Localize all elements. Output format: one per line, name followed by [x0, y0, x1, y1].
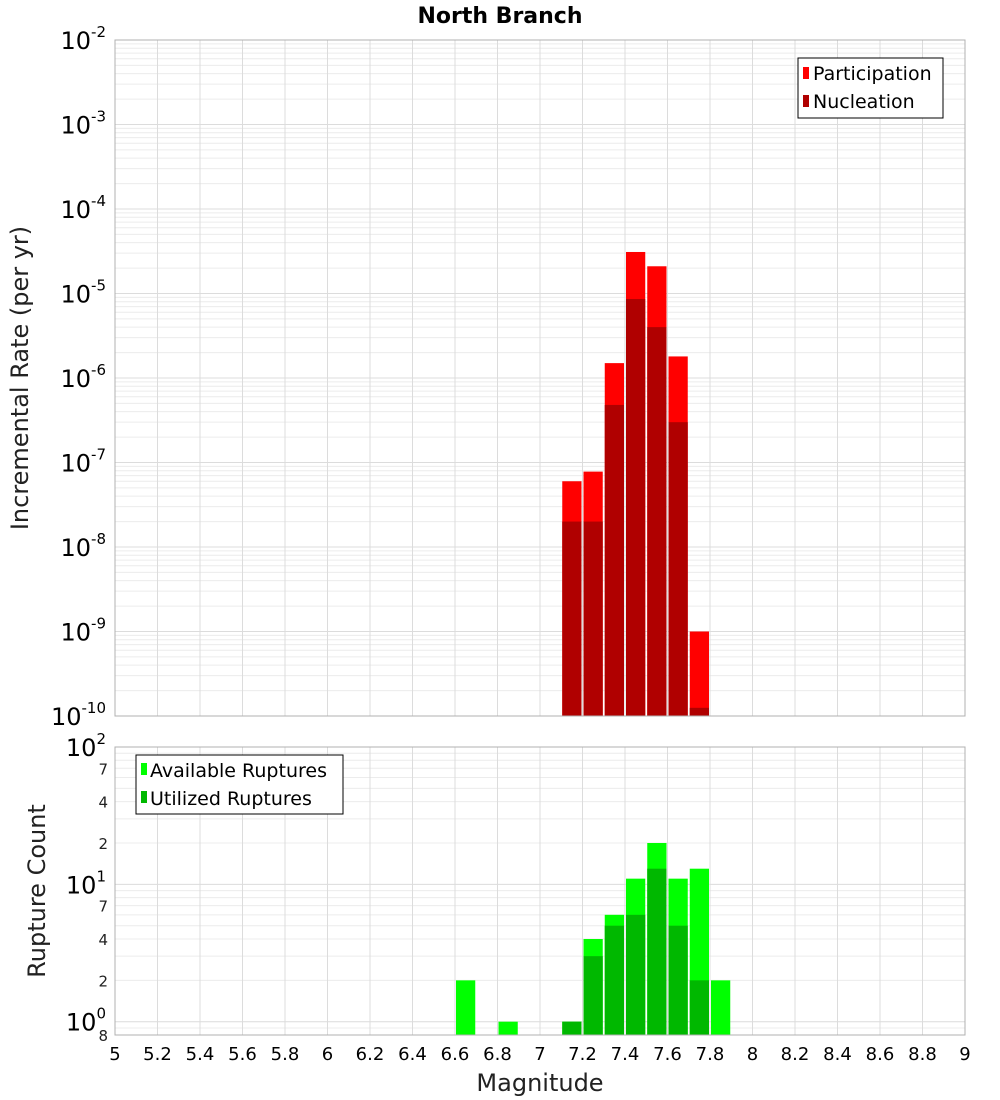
x-tick-labels: 5 5.2 5.4 5.6 5.8 6 6.2 6.4 6.6 6.8 7 7.2 7.4 7.6 7.8 8… — [109, 1044, 970, 1065]
bottom-y-minor-tick-label: 2 — [98, 835, 108, 853]
top-y-tick-label: 10-2 — [60, 23, 106, 55]
bottom-legend-box — [135, 754, 344, 815]
top-legend: Participation Nucleation — [797, 57, 944, 119]
bottom-y-minor-tick-label: 8 — [98, 1027, 108, 1045]
top-y-tick-labels: 10-10 10-9 10-8 10-7 10-6 10-5 10-4 10-3 10-2 — [51, 23, 106, 731]
x-tick-label: 7.8 — [696, 1044, 725, 1065]
chart-title: North Branch — [417, 4, 582, 29]
top-y-tick-label: 10-7 — [60, 446, 106, 478]
bottom-bar-available-ruptures — [711, 980, 731, 1035]
top-y-tick-label: 10-9 — [60, 615, 106, 647]
legend-label-utilized-ruptures: Utilized Ruptures — [150, 788, 312, 810]
x-tick-label: 8.4 — [823, 1044, 852, 1065]
legend-swatch-participation — [803, 67, 809, 79]
legend-label-participation: Participation — [813, 63, 932, 85]
top-y-tick-label: 10-10 — [51, 699, 106, 731]
x-tick-label: 6.6 — [441, 1044, 470, 1065]
top-y-tick-label: 10-8 — [60, 530, 106, 562]
legend-swatch-utilized-ruptures — [141, 791, 147, 803]
top-bar-nucleation — [668, 422, 688, 716]
top-legend-box — [797, 57, 944, 119]
bottom-y-axis-label: Rupture Count — [23, 804, 51, 978]
top-bar-nucleation — [583, 521, 603, 716]
bottom-y-tick-labels: 100 101 102 8 2 4 7 2 4 7 — [66, 730, 108, 1045]
legend-swatch-available-ruptures — [141, 763, 147, 775]
bottom-bar-available-ruptures — [456, 980, 476, 1035]
x-tick-label: 9 — [959, 1044, 970, 1065]
bottom-plot-frame — [114, 746, 966, 1036]
x-tick-label: 5 — [109, 1044, 120, 1065]
top-bar-nucleation — [647, 327, 667, 716]
top-plot-frame — [114, 39, 966, 717]
bottom-bar-utilized-ruptures — [626, 914, 646, 1035]
bottom-bar-utilized-ruptures — [668, 925, 688, 1035]
legend-swatch-nucleation — [803, 95, 809, 107]
bottom-bar-utilized-ruptures — [689, 980, 709, 1035]
bottom-y-minor-tick-label: 7 — [98, 760, 108, 778]
top-bar-nucleation — [689, 707, 709, 716]
top-bar-nucleation — [604, 404, 624, 716]
bottom-bar-utilized-ruptures — [647, 868, 667, 1035]
x-tick-label: 6 — [322, 1044, 333, 1065]
bottom-y-minor-tick-label: 7 — [98, 898, 108, 916]
bottom-bar-utilized-ruptures — [583, 956, 603, 1035]
bottom-y-tick-label: 102 — [66, 730, 106, 762]
top-y-tick-label: 10-6 — [60, 361, 106, 393]
bottom-bar-utilized-ruptures — [604, 925, 624, 1035]
x-tick-label: 7.6 — [653, 1044, 682, 1065]
x-tick-label: 6.8 — [483, 1044, 512, 1065]
top-y-tick-label: 10-4 — [60, 192, 106, 224]
x-tick-label: 5.8 — [271, 1044, 300, 1065]
x-tick-label: 5.4 — [186, 1044, 215, 1065]
x-tick-label: 8.6 — [866, 1044, 895, 1065]
top-bars — [562, 251, 709, 717]
bottom-bars — [456, 843, 731, 1035]
bottom-y-minor-tick-label: 4 — [98, 931, 108, 949]
x-tick-label: 7 — [534, 1044, 545, 1065]
top-bar-nucleation — [626, 299, 646, 716]
x-tick-label: 6.4 — [398, 1044, 427, 1065]
top-y-axis-label: Incremental Rate (per yr) — [6, 226, 34, 530]
top-bar-nucleation — [562, 521, 582, 716]
bottom-bar-available-ruptures — [498, 1021, 518, 1035]
x-tick-label: 7.2 — [568, 1044, 597, 1065]
x-tick-label: 5.2 — [143, 1044, 172, 1065]
legend-label-available-ruptures: Available Ruptures — [150, 760, 327, 782]
top-y-tick-label: 10-3 — [60, 108, 106, 140]
top-gridlines — [114, 39, 966, 717]
x-tick-label: 6.2 — [356, 1044, 385, 1065]
bottom-legend: Available Ruptures Utilized Ruptures — [135, 754, 344, 815]
top-chart-panel: 10-10 10-9 10-8 10-7 10-6 10-5 10-4 10-3 10-2 In… — [6, 23, 966, 731]
top-bar-participation — [689, 631, 709, 716]
bottom-bar-utilized-ruptures — [562, 1021, 582, 1035]
top-y-tick-label: 10-5 — [60, 277, 106, 309]
x-tick-label: 8.2 — [781, 1044, 810, 1065]
bottom-y-minor-tick-label: 4 — [98, 794, 108, 812]
x-tick-label: 7.4 — [611, 1044, 640, 1065]
bottom-y-tick-label: 100 — [66, 1005, 106, 1037]
bottom-y-minor-tick-label: 2 — [98, 972, 108, 990]
x-axis-label: Magnitude — [476, 1069, 603, 1097]
x-tick-label: 8.8 — [908, 1044, 937, 1065]
x-tick-label: 8 — [747, 1044, 758, 1065]
x-tick-label: 5.6 — [228, 1044, 257, 1065]
legend-label-nucleation: Nucleation — [813, 91, 915, 113]
bottom-y-tick-label: 101 — [66, 867, 106, 899]
bottom-chart-panel: 100 101 102 8 2 4 7 2 4 7 Rupture Count Available… — [23, 730, 966, 1045]
